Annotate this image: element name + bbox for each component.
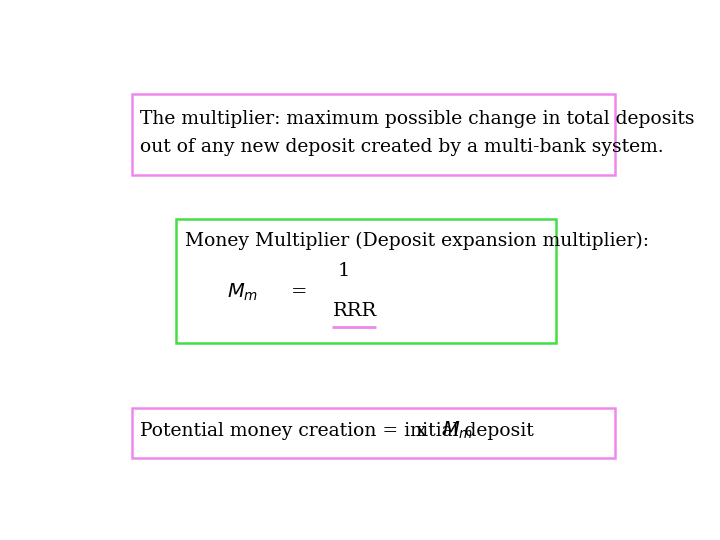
FancyBboxPatch shape	[132, 94, 615, 175]
Text: RRR: RRR	[333, 302, 377, 320]
Text: The multiplier: maximum possible change in total deposits: The multiplier: maximum possible change …	[140, 110, 695, 127]
Text: $M_m$: $M_m$	[227, 281, 258, 303]
Text: Money Multiplier (Deposit expansion multiplier):: Money Multiplier (Deposit expansion mult…	[185, 232, 649, 250]
Text: 1: 1	[337, 262, 350, 280]
FancyBboxPatch shape	[176, 219, 556, 343]
Text: out of any new deposit created by a multi-bank system.: out of any new deposit created by a mult…	[140, 138, 664, 156]
FancyBboxPatch shape	[132, 408, 615, 458]
Text: x: x	[415, 422, 426, 440]
Text: =: =	[291, 284, 307, 301]
Text: $M_m$: $M_m$	[441, 420, 473, 441]
Text: Potential money creation = initial deposit: Potential money creation = initial depos…	[140, 422, 534, 440]
